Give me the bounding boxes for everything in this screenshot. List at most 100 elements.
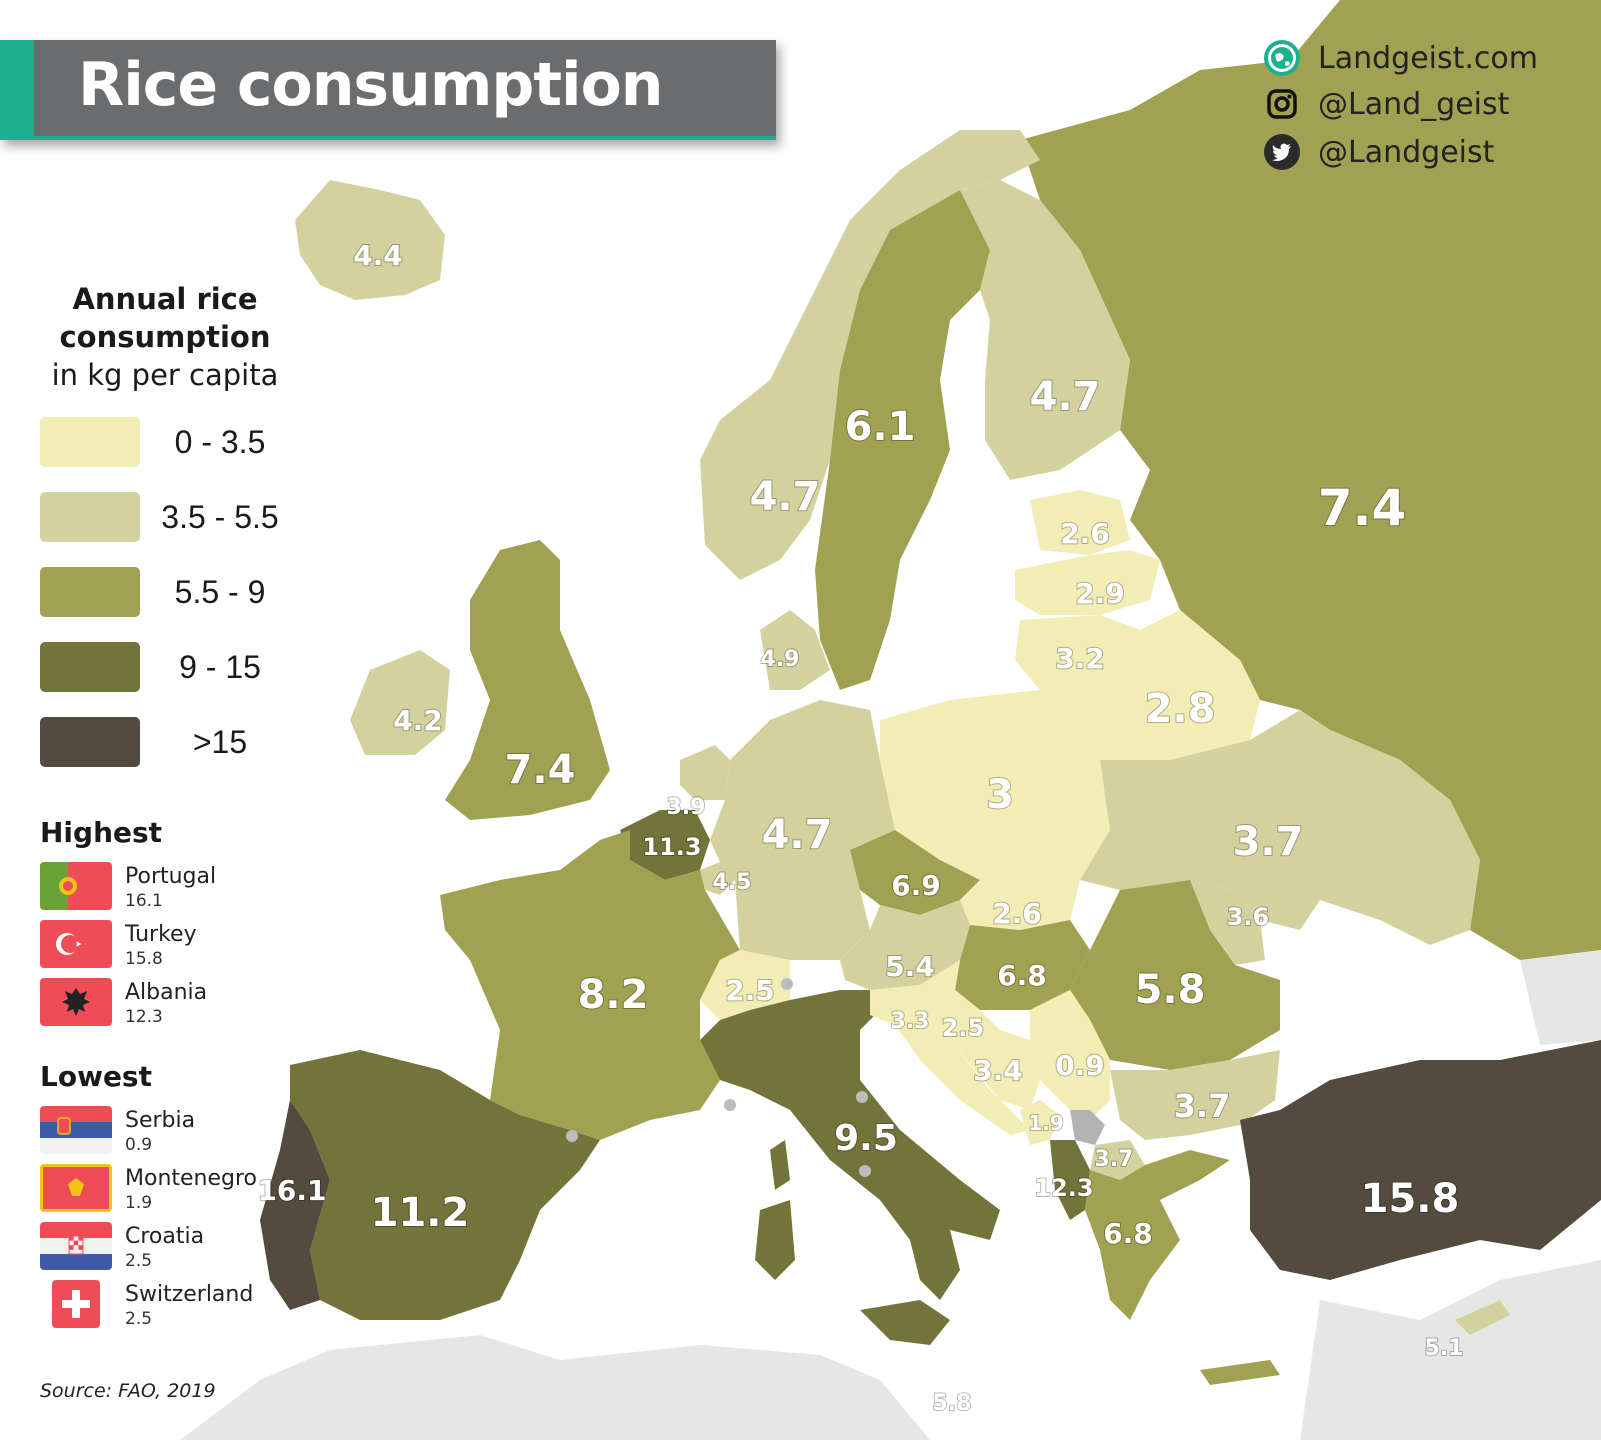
city-dot [724, 1099, 736, 1111]
iceland-region [295, 180, 445, 300]
label-ireland: 4.2 [393, 704, 443, 737]
corsica-region [770, 1140, 790, 1190]
label-belgium: 11.3 [642, 833, 701, 861]
caucasus-land [1520, 950, 1601, 1045]
social-instagram-text: @Land_geist [1318, 86, 1510, 122]
ireland-region [350, 650, 450, 755]
cyprus-region [1455, 1300, 1510, 1335]
sardinia-region [755, 1200, 795, 1280]
legend-title: Annual rice consumption in kg per capita [30, 280, 300, 394]
label-spain: 11.2 [371, 1190, 470, 1236]
label-iceland: 4.4 [353, 239, 403, 272]
albania-flag-icon [40, 978, 112, 1026]
label-norway: 4.7 [750, 474, 821, 520]
label-slovenia: 3.3 [891, 1009, 930, 1034]
legend-label-3: 5.5 - 9 [174, 574, 266, 610]
highest-2-value: 15.8 [125, 949, 163, 969]
legend-label-1: 0 - 3.5 [174, 424, 266, 460]
serbia-flag-icon [40, 1106, 112, 1154]
legend-label-4: 9 - 15 [179, 649, 261, 685]
label-turkey: 15.8 [1361, 1176, 1460, 1222]
lowest-1-country: Serbia [125, 1108, 196, 1133]
label-russia: 7.4 [1318, 479, 1407, 537]
lowest-3-country: Croatia [125, 1224, 205, 1249]
title-banner: Rice consumption [0, 40, 776, 140]
lowest-4-country: Switzerland [125, 1282, 254, 1307]
switzerland-flag-icon [52, 1280, 100, 1328]
label-greece: 6.8 [1103, 1217, 1153, 1250]
portugal-region [260, 1100, 330, 1310]
label-austria: 5.4 [885, 950, 935, 983]
montenegro-region [1020, 1100, 1060, 1145]
estonia-region [1030, 490, 1130, 555]
france-region [440, 830, 740, 1140]
city-dot [781, 978, 793, 990]
kosovo-region [1070, 1110, 1105, 1145]
label-ukraine: 3.7 [1233, 819, 1304, 865]
label-uk: 7.4 [505, 747, 576, 793]
lowest-3-value: 2.5 [125, 1251, 153, 1271]
austria-region [840, 900, 970, 990]
spain-region [290, 1050, 600, 1320]
label-latvia: 2.9 [1075, 577, 1125, 610]
lowest-2-value: 1.9 [125, 1193, 153, 1213]
label-slovakia: 2.6 [992, 897, 1042, 930]
instagram-icon [1264, 86, 1300, 122]
social-website[interactable]: Landgeist.com [1264, 38, 1538, 78]
legend-swatch-2 [40, 492, 140, 542]
city-dot [566, 1130, 578, 1142]
city-dot [856, 1091, 868, 1103]
title-underline [34, 136, 776, 140]
lowest-2-country: Montenegro [125, 1166, 258, 1191]
label-bosnia: 3.4 [973, 1054, 1023, 1087]
moldova-region [1190, 880, 1265, 965]
legend-title-line1: Annual rice [72, 282, 258, 316]
globe-icon [1264, 40, 1300, 76]
source-note: Source: FAO, 2019 [40, 1380, 216, 1402]
germany-region [710, 700, 895, 960]
legend-label-5: >15 [192, 724, 248, 760]
russia-region [1020, 0, 1601, 960]
legend-swatch-5 [40, 717, 140, 767]
social-website-text: Landgeist.com [1318, 40, 1538, 76]
switzerland-region [700, 950, 790, 1020]
label-sweden: 6.1 [845, 404, 916, 450]
romania-region [1070, 880, 1280, 1070]
belarus-region [1090, 610, 1260, 760]
lowest-heading: Lowest [40, 1060, 152, 1093]
legend-swatch-3 [40, 567, 140, 617]
label-cyprus: 5.1 [1425, 1336, 1464, 1361]
ukraine-region [1080, 710, 1480, 945]
label-hungary: 6.8 [997, 959, 1047, 992]
crete-region [1200, 1360, 1280, 1385]
italy-region [700, 990, 1000, 1300]
portugal-flag-icon [40, 862, 112, 910]
twitter-icon [1264, 134, 1300, 170]
highest-3-country: Albania [125, 980, 208, 1005]
label-romania: 5.8 [1135, 967, 1206, 1013]
label-netherlands: 3.9 [667, 795, 706, 820]
lowest-4-value: 2.5 [125, 1309, 153, 1329]
turkey-flag-icon [40, 920, 112, 968]
label-serbia: 0.9 [1055, 1049, 1105, 1082]
label-poland: 3 [986, 772, 1014, 818]
highest-3-value: 12.3 [125, 1007, 163, 1027]
greece-region [1085, 1150, 1230, 1320]
denmark-region [760, 610, 830, 690]
middle-east-land [1300, 1260, 1601, 1440]
label-luxembourg: 4.5 [713, 870, 752, 895]
latvia-region [1015, 550, 1160, 615]
lowest-1-value: 0.9 [125, 1135, 153, 1155]
legend-swatch-1 [40, 417, 140, 467]
label-germany: 4.7 [762, 812, 833, 858]
netherlands-region [680, 745, 730, 800]
label-czechia: 6.9 [891, 869, 941, 902]
social-twitter[interactable]: @Landgeist [1264, 132, 1494, 172]
uk-region [445, 540, 610, 820]
poland-region [880, 690, 1110, 890]
social-instagram[interactable]: @Land_geist [1264, 84, 1509, 124]
bulgaria-region [1110, 1050, 1280, 1140]
north-macedonia-region [1090, 1140, 1145, 1180]
slovenia-region [870, 985, 925, 1025]
